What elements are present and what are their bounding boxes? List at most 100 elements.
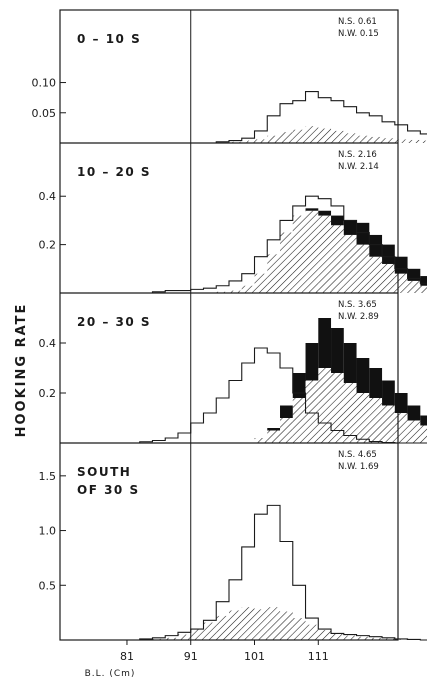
panel-label: SOUTH [77, 465, 131, 479]
black-bar [382, 380, 395, 406]
hatched-bar [356, 636, 370, 640]
black-bar [318, 210, 332, 216]
hatched-bar [216, 291, 229, 293]
y-tick-label: 0.4 [39, 337, 57, 350]
hatched-bar [407, 420, 421, 443]
hatched-bar [394, 273, 408, 293]
x-tick-label: 111 [308, 650, 329, 663]
x-tick-label: 101 [244, 650, 265, 663]
black-bar [331, 215, 344, 226]
y-tick-label: 1.5 [39, 470, 57, 483]
hatched-bar [280, 418, 293, 443]
hatched-bar [216, 615, 229, 640]
black-bar [343, 343, 357, 383]
y-tick-label: 0.05 [32, 107, 57, 120]
hatched-bar [382, 263, 395, 293]
hatched-bar [292, 618, 306, 640]
hatched-bar [267, 430, 281, 443]
nw-annotation: N.W. 2.14 [338, 162, 379, 172]
hatched-bar [318, 215, 332, 293]
hatched-bar [254, 273, 268, 293]
black-bar [382, 244, 395, 264]
black-bar [343, 220, 357, 235]
hatched-bar [318, 128, 332, 143]
hatched-bar [241, 285, 255, 293]
hatched-bar [407, 139, 421, 143]
x-axis-label: B.L. (Cm) [85, 669, 136, 679]
hatched-bar [280, 611, 293, 640]
hatched-bar [292, 215, 306, 293]
chart-text: 0.10 0.05 0 – 10 S N.S. 0.61 N.W. 0.15 0.4 0.2… [32, 17, 379, 663]
outline-step [88, 91, 427, 144]
black-bar [280, 405, 293, 418]
black-bar [394, 256, 408, 274]
hatched-bar [382, 138, 395, 143]
hatched-bar [369, 256, 383, 293]
hatched-bar [280, 132, 293, 143]
panel-label: 0 – 10 S [77, 32, 141, 46]
black-bar [267, 428, 281, 431]
hatched-bar [267, 607, 281, 640]
hatched-bar [254, 139, 268, 143]
x-tick-label: 91 [184, 650, 198, 663]
y-tick-label: 1.0 [39, 525, 57, 538]
nw-annotation: N.W. 1.69 [338, 462, 379, 472]
hatched-bar [305, 210, 319, 293]
hatched-bar [382, 405, 395, 443]
hatched-bar [203, 622, 217, 640]
panel-label: OF 30 S [77, 483, 140, 497]
ns-annotation: N.S. 2.16 [338, 150, 377, 160]
hatched-bar [356, 135, 370, 143]
black-bar [420, 415, 427, 426]
hatched-bar [343, 635, 357, 640]
hatched-bar [165, 637, 178, 640]
hatched-bar [394, 413, 408, 443]
black-bar [305, 343, 319, 381]
hatched-bar [305, 126, 319, 143]
hatched-bar [292, 129, 306, 143]
y-tick-label: 0.2 [39, 239, 57, 252]
hatched-bar [229, 610, 242, 640]
black-bar [318, 318, 332, 368]
hatched-bar [305, 624, 319, 640]
hatched-bar [152, 638, 166, 640]
ns-annotation: N.S. 4.65 [338, 450, 377, 460]
hatched-bar [331, 633, 344, 640]
hatched-bar [190, 629, 204, 640]
hatched-bar [356, 244, 370, 293]
outline-step [88, 347, 427, 444]
hatched-bar [343, 133, 357, 143]
hatched-bar [343, 383, 357, 443]
hatched-bar [177, 634, 191, 640]
hatched-bar [407, 280, 421, 293]
panel-label: 20 – 30 S [77, 315, 151, 329]
black-bar [407, 268, 421, 281]
y-axis-label: HOOKING RATE [14, 303, 29, 438]
panel-label: 10 – 20 S [77, 165, 151, 179]
nw-annotation: N.W. 2.89 [338, 312, 379, 322]
hatched-bar [229, 290, 242, 293]
outline-step [88, 504, 427, 641]
y-tick-label: 0.5 [39, 579, 57, 592]
hatched-bar [318, 630, 332, 640]
black-bar [305, 208, 319, 211]
hatched-bar [280, 232, 293, 293]
black-bar [420, 276, 427, 286]
hatched-bar [267, 135, 281, 143]
y-tick-label: 0.4 [39, 190, 57, 203]
black-bar [356, 222, 370, 245]
black-bar [369, 234, 383, 257]
y-tick-label: 0.10 [32, 77, 57, 90]
hatched-bar [343, 234, 357, 293]
hatched-bar [331, 130, 344, 143]
hatched-bar [331, 225, 344, 293]
hatched-bar [267, 254, 281, 293]
hatched-bar [292, 398, 306, 443]
hatched-bar [241, 607, 255, 640]
hatched-bar [254, 609, 268, 640]
nw-annotation: N.W. 0.15 [338, 29, 379, 39]
outline-step [88, 195, 427, 294]
hatched-bar [369, 637, 383, 640]
hatched-bar [331, 373, 344, 443]
